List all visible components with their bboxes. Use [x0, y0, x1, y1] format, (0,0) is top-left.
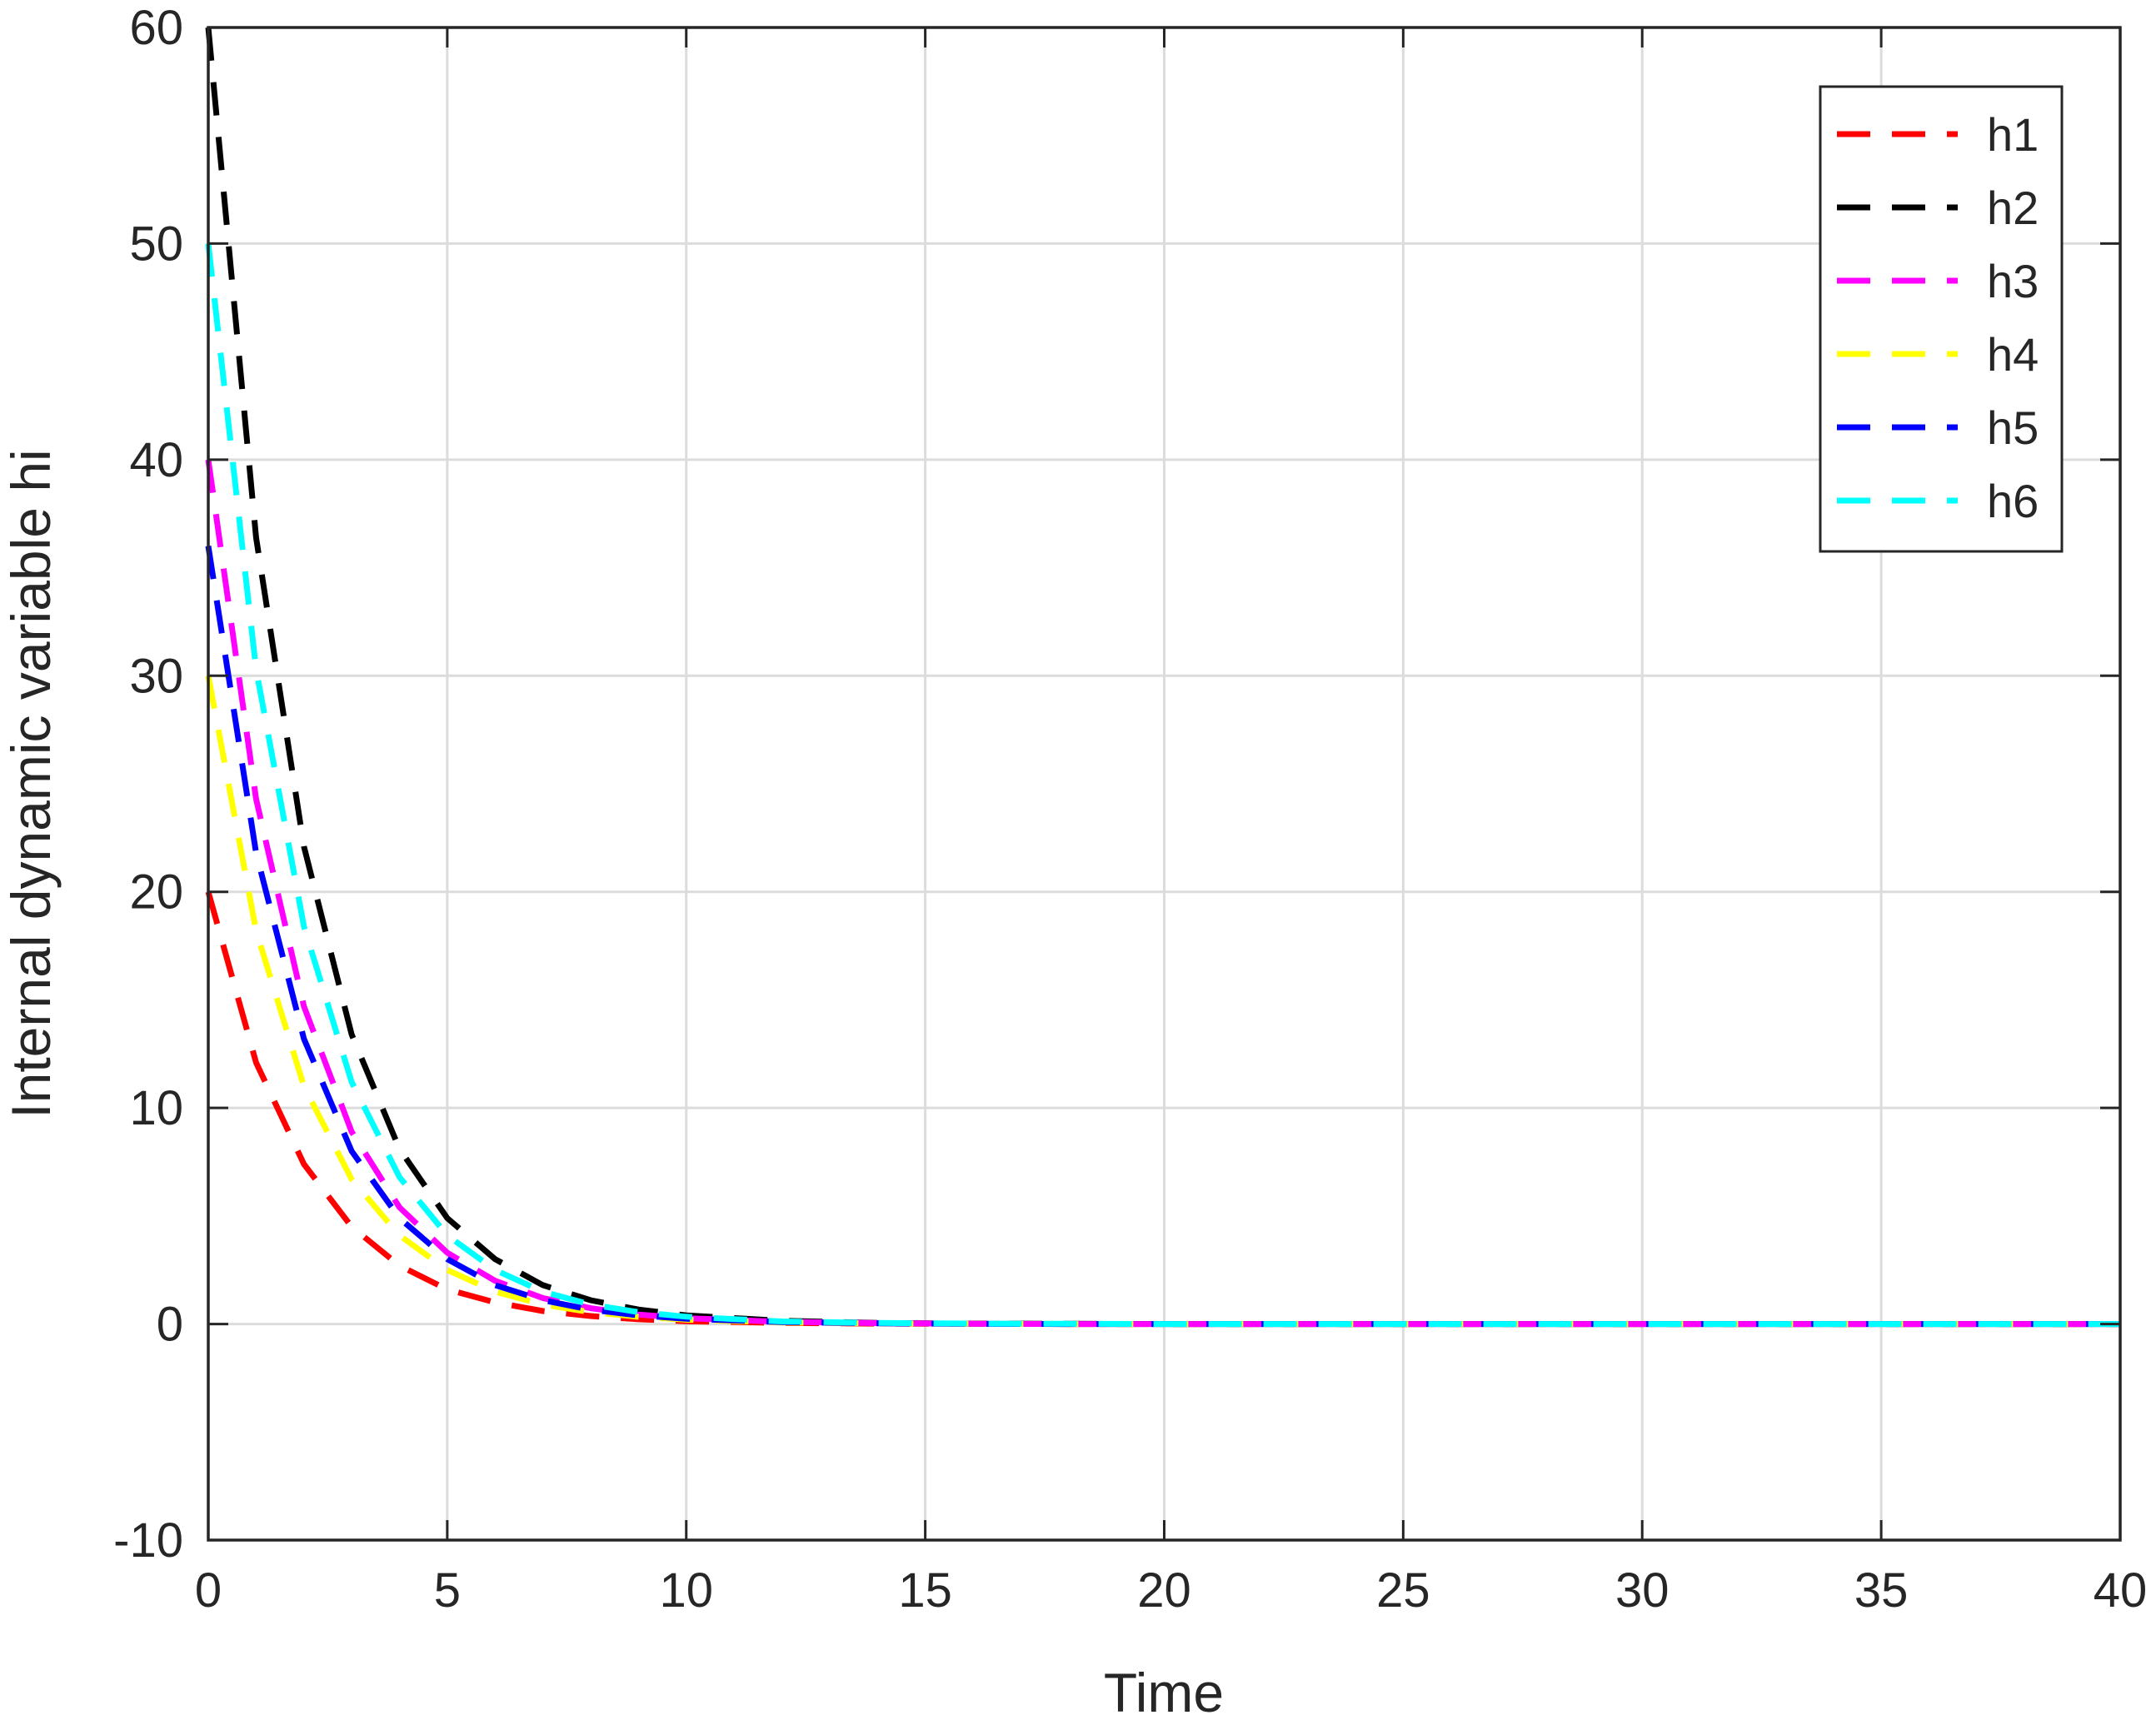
- x-tick-label: 40: [2094, 1563, 2148, 1618]
- y-tick-label: -10: [113, 1513, 183, 1568]
- y-axis-title: Internal dynamic variable hi: [0, 449, 62, 1118]
- x-tick-label: 5: [434, 1563, 461, 1618]
- legend-label-h6: h6: [1987, 475, 2039, 527]
- legend-box: [1819, 85, 2064, 553]
- x-tick-label: 30: [1615, 1563, 1669, 1618]
- x-axis-title: Time: [1104, 1662, 1224, 1723]
- y-tick-label: 30: [129, 649, 183, 703]
- series-line-h6: [205, 243, 2120, 1328]
- series-lines: [205, 27, 2120, 1328]
- x-tick-label: 25: [1376, 1563, 1430, 1618]
- x-tick-label: 15: [898, 1563, 952, 1618]
- x-tick-label: 0: [195, 1563, 222, 1618]
- legend-label-h2: h2: [1987, 182, 2039, 234]
- y-tick-label: 0: [157, 1298, 183, 1352]
- x-tick-label: 20: [1137, 1563, 1191, 1618]
- x-tick-label: 10: [659, 1563, 713, 1618]
- legend-label-h4: h4: [1987, 328, 2039, 381]
- y-tick-label: 50: [129, 217, 183, 271]
- y-tick-label: 60: [129, 1, 183, 55]
- y-tick-label: 20: [129, 865, 183, 920]
- grid: [208, 27, 2120, 1540]
- legend-label-h3: h3: [1987, 255, 2039, 307]
- y-tick-label: 40: [129, 433, 183, 487]
- legend-label-h5: h5: [1987, 401, 2039, 454]
- legend: h1 h2 h3 h4 h5 h6: [1819, 85, 2064, 553]
- y-tick-label: 10: [129, 1081, 183, 1135]
- x-tick-label: 35: [1854, 1563, 1909, 1618]
- legend-label-h1: h1: [1987, 108, 2039, 161]
